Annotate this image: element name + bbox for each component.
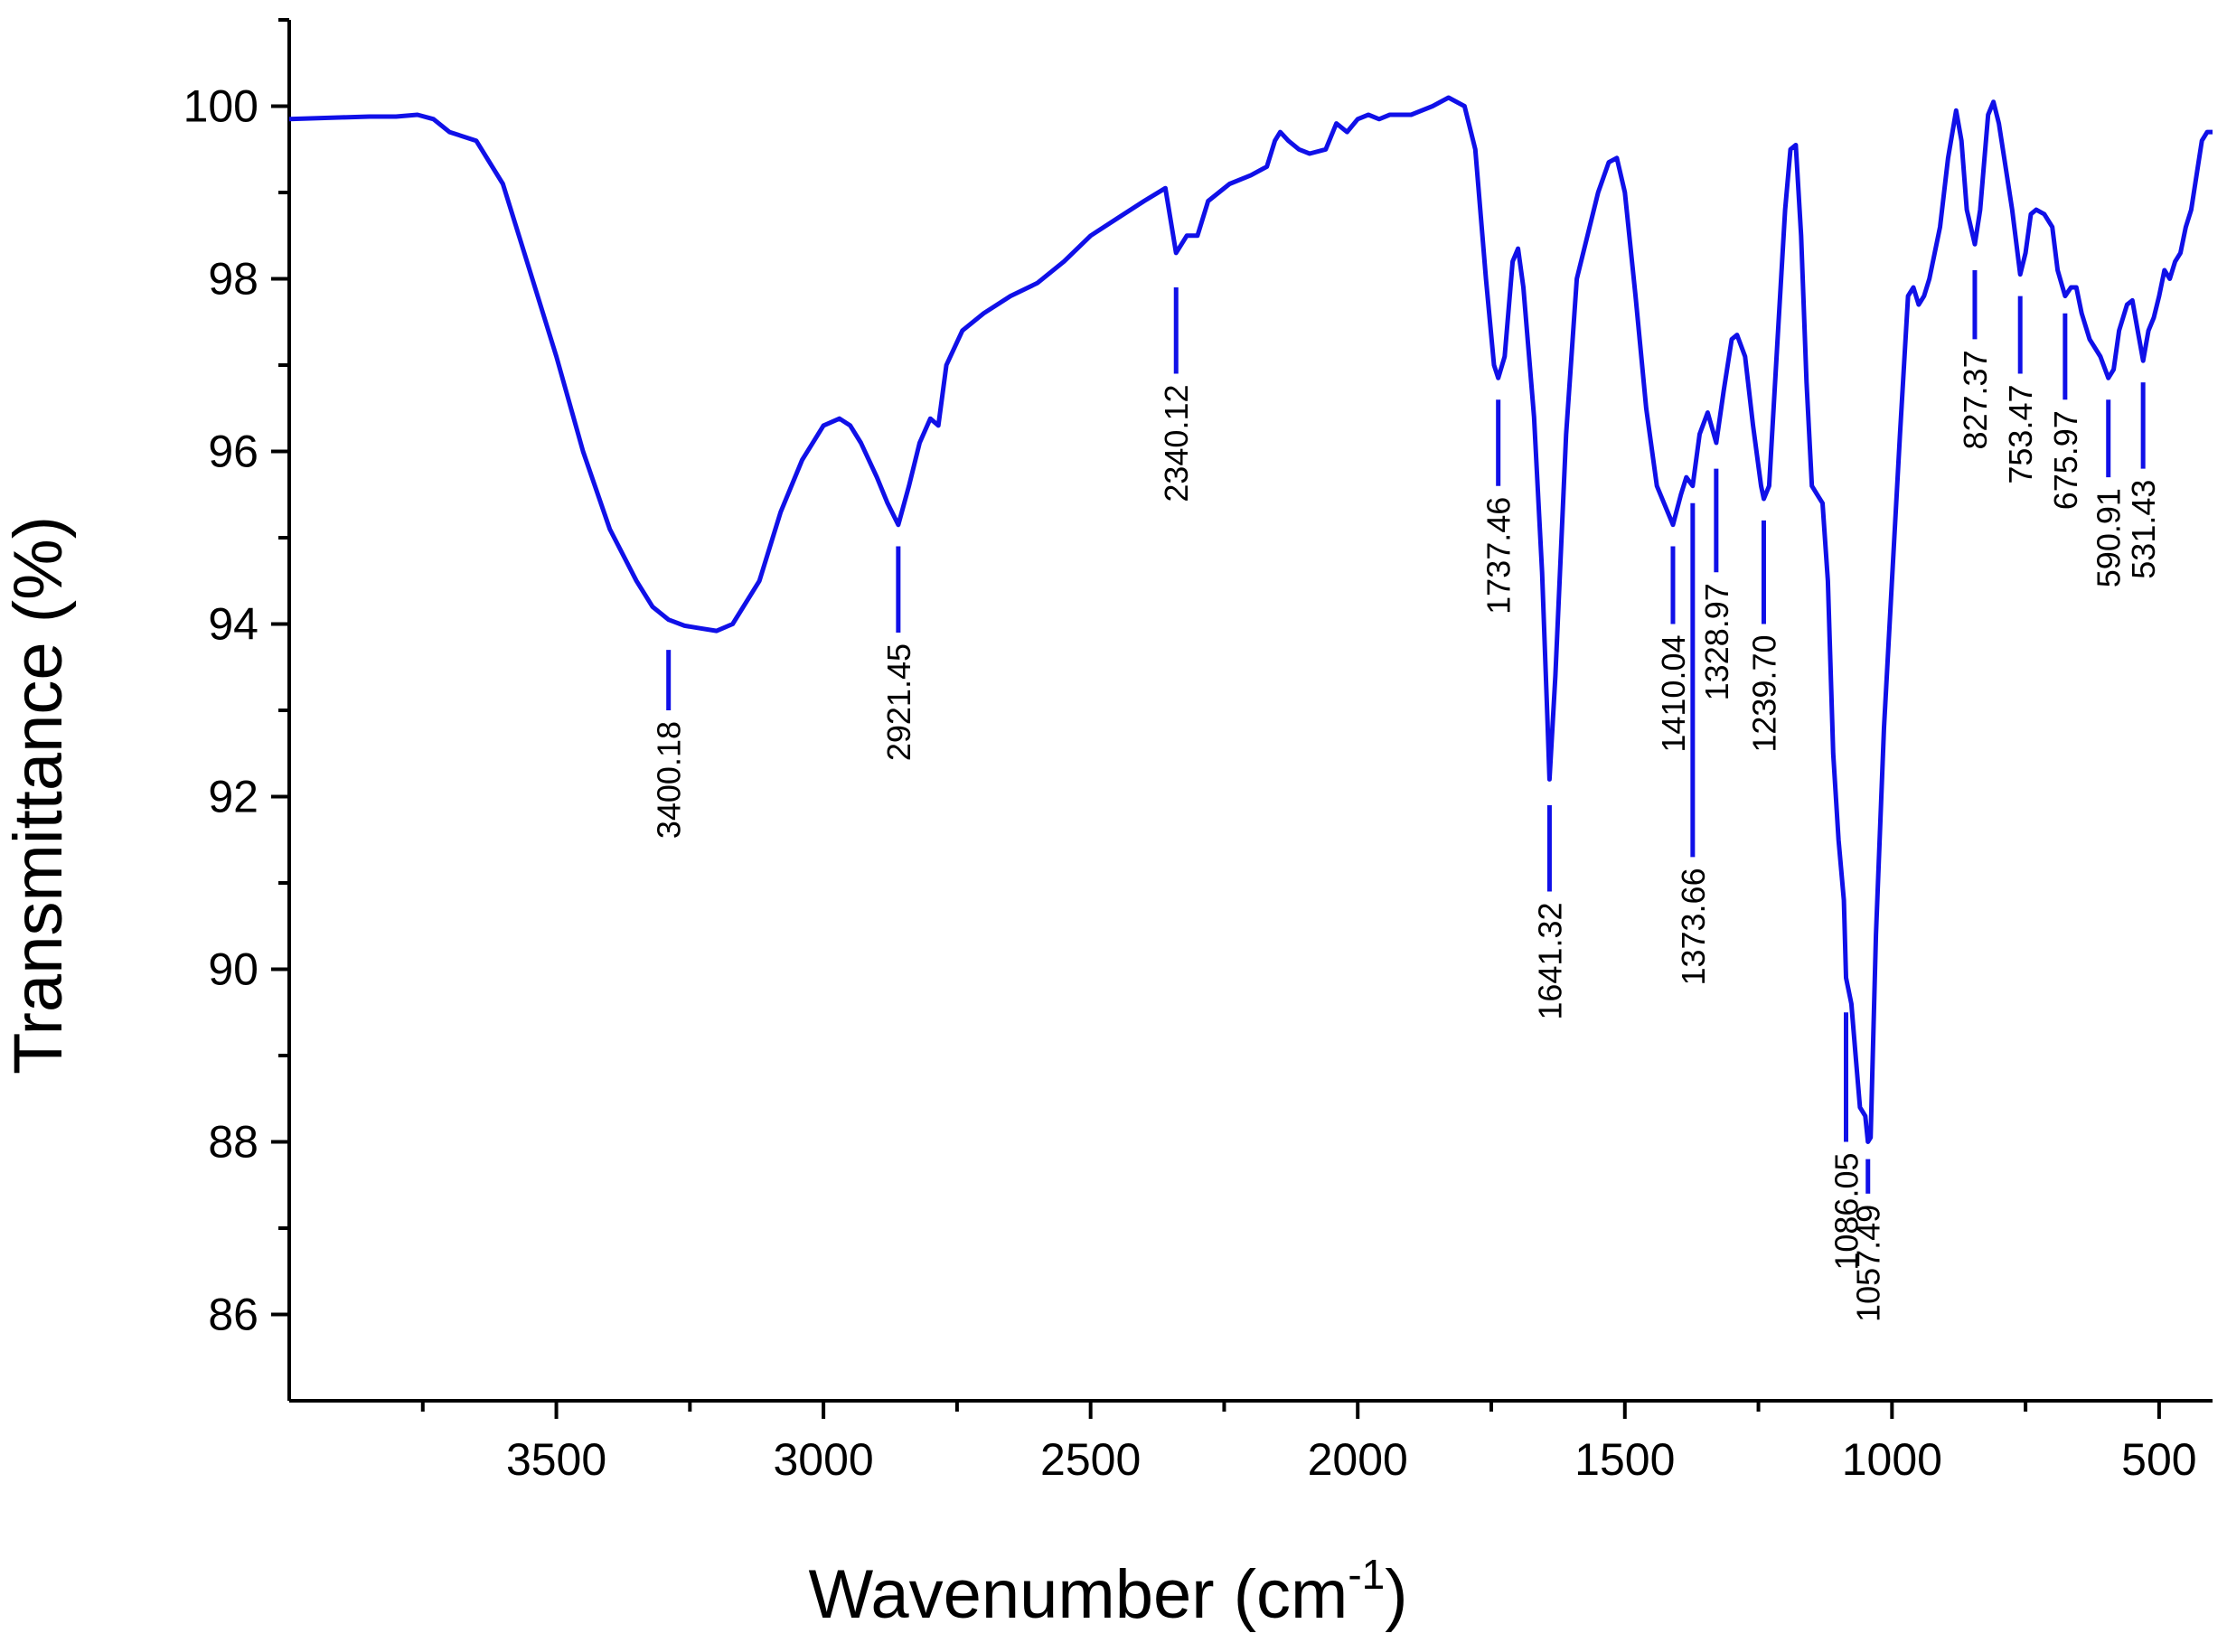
x-tick-label: 3000 — [773, 1434, 873, 1485]
x-tick-label: 2500 — [1040, 1434, 1141, 1485]
peak-label: 1373.66 — [1675, 868, 1712, 985]
peak-label: 2340.12 — [1158, 385, 1195, 502]
x-tick-label: 500 — [2121, 1434, 2196, 1485]
peak-label: 1737.46 — [1480, 497, 1518, 615]
x-tick-label: 2000 — [1308, 1434, 1408, 1485]
y-tick-label: 88 — [208, 1117, 258, 1168]
peak-label: 1057.49 — [1850, 1205, 1887, 1322]
ticks — [271, 18, 2161, 1419]
peak-label: 827.37 — [1957, 350, 1994, 449]
peak-label: 1410.04 — [1655, 635, 1692, 753]
peak-label: 675.97 — [2047, 410, 2084, 510]
peak-label: 1239.70 — [1746, 635, 1783, 753]
y-axis-title: Transmittance (%) — [0, 516, 77, 1075]
y-tick-label: 96 — [208, 427, 258, 477]
x-tick-label: 1500 — [1574, 1434, 1675, 1485]
x-axis-title-main: Wavenumber (cm — [808, 1556, 1348, 1633]
peak-label: 1641.32 — [1531, 903, 1568, 1020]
peak-annotations: 3400.18 2921.45 2340.12 1737.46 1641.32 1410.… — [651, 269, 2162, 1322]
y-tick-label: 98 — [208, 254, 258, 305]
peak-label: 3400.18 — [651, 721, 688, 839]
x-axis-title: Wavenumber (cm-1) — [808, 1551, 1407, 1633]
tick-labels: 100 98 96 94 92 90 88 86 3500 3000 2500 2000 1500 100… — [183, 81, 2197, 1486]
peak-label: 590.91 — [2091, 488, 2128, 587]
x-axis-title-superscript: -1 — [1348, 1551, 1385, 1598]
x-tick-label: 3500 — [506, 1434, 606, 1485]
peak-label: 2921.45 — [880, 643, 917, 761]
y-tick-label: 86 — [208, 1290, 258, 1340]
peak-label: 531.43 — [2125, 480, 2162, 579]
y-tick-label: 100 — [183, 81, 258, 132]
peak-label: 753.47 — [2002, 385, 2039, 484]
peak-label: 1328.97 — [1698, 583, 1735, 700]
y-tick-label: 90 — [208, 944, 258, 995]
y-tick-label: 92 — [208, 772, 258, 822]
y-tick-label: 94 — [208, 599, 258, 650]
x-axis-title-end: ) — [1385, 1556, 1407, 1633]
x-tick-label: 1000 — [1842, 1434, 1942, 1485]
peak-label: 1086.05 — [1828, 1153, 1865, 1271]
spectrum-line — [288, 95, 2213, 1144]
